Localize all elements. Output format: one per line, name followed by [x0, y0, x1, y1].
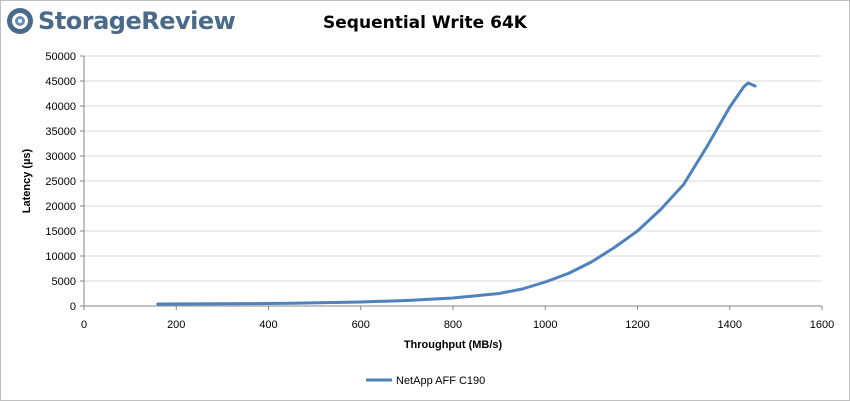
x-tick-label: 600 — [352, 319, 370, 331]
x-tick-label: 400 — [259, 319, 277, 331]
y-tick-label: 45000 — [45, 76, 76, 88]
y-axis-ticks: 0 5000 10000 15000 20000 25000 30000 35000 40000… — [45, 51, 84, 313]
y-axis-label: Latency (µs) — [21, 148, 33, 213]
legend-label: NetApp AFF C190 — [396, 375, 485, 387]
series-lines — [156, 81, 757, 306]
legend: NetApp AFF C190 — [366, 375, 485, 387]
x-tick-label: 1200 — [625, 319, 649, 331]
y-tick-label: 35000 — [45, 126, 76, 138]
x-tick-label: 0 — [81, 319, 87, 331]
y-tick-label: 20000 — [45, 201, 76, 213]
chart-title: Sequential Write 64K — [323, 13, 527, 33]
x-axis-label: Throughput (MB/s) — [404, 339, 503, 351]
x-tick-label: 1400 — [718, 319, 742, 331]
axes — [83, 56, 822, 307]
brand-logo: StorageReview — [6, 4, 236, 38]
storage-disc-icon — [7, 8, 33, 34]
y-tick-label: 40000 — [45, 101, 76, 113]
y-tick-label: 5000 — [52, 276, 76, 288]
y-tick-label: 25000 — [45, 176, 76, 188]
y-tick-label: 50000 — [45, 51, 76, 63]
x-axis-ticks: 0 200 400 600 800 1000 1200 1400 1600 — [81, 306, 834, 331]
y-tick-label: 15000 — [45, 226, 76, 238]
y-tick-label: 10000 — [45, 251, 76, 263]
y-tick-label: 30000 — [45, 151, 76, 163]
x-tick-label: 1600 — [810, 319, 834, 331]
grid-lines — [84, 55, 822, 282]
x-tick-label: 1000 — [533, 319, 557, 331]
brand-name: StorageReview — [38, 7, 236, 35]
x-tick-label: 200 — [167, 319, 185, 331]
x-tick-label: 800 — [444, 319, 462, 331]
series-line — [156, 81, 757, 306]
y-tick-label: 0 — [70, 301, 76, 313]
